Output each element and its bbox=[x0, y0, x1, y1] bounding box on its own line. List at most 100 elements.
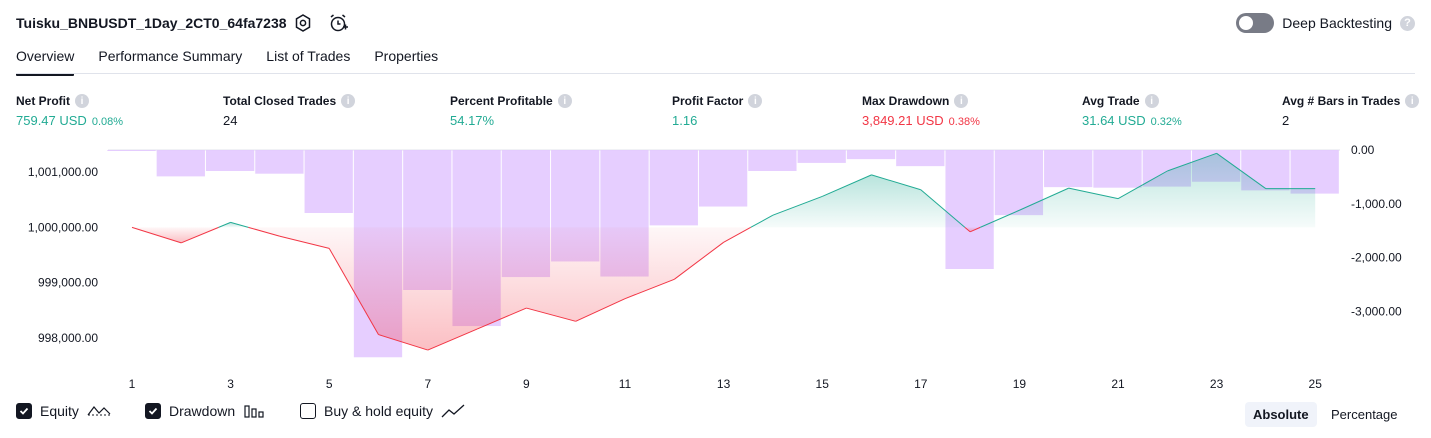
x-axis-tick-label: 3 bbox=[227, 377, 234, 391]
equity-line-segment bbox=[723, 226, 752, 243]
deep-backtesting-label: Deep Backtesting bbox=[1282, 15, 1392, 31]
x-axis-tick-label: 15 bbox=[816, 377, 830, 391]
x-axis-tick-label: 25 bbox=[1309, 377, 1323, 391]
x-axis-tick-label: 11 bbox=[619, 377, 632, 391]
info-icon[interactable]: i bbox=[1405, 94, 1420, 108]
info-icon[interactable]: i bbox=[557, 94, 572, 108]
report-tabs: Overview Performance Summary List of Tra… bbox=[16, 48, 439, 76]
info-icon[interactable]: i bbox=[1144, 94, 1159, 108]
drawdown-bar-14 bbox=[748, 150, 797, 171]
equity-line-segment bbox=[871, 174, 921, 191]
info-icon[interactable]: i bbox=[341, 94, 356, 108]
drawdown-bars-icon bbox=[244, 405, 264, 418]
equity-line-segment bbox=[131, 226, 182, 244]
drawdown-checkbox[interactable] bbox=[145, 403, 161, 419]
metric-avg-trade: Avg Trade i 31.64 USD 0.32% bbox=[1082, 94, 1182, 128]
equity-line-segment bbox=[969, 226, 981, 233]
buy-hold-checkbox[interactable] bbox=[300, 403, 316, 419]
metric-max-drawdown: Max Drawdown i 3,849.21 USD 0.38% bbox=[862, 94, 980, 128]
metric-label: Avg # Bars in Trades bbox=[1282, 94, 1401, 108]
drawdown-bar-18 bbox=[945, 150, 994, 269]
metric-net-profit: Net Profit i 759.47 USD 0.08% bbox=[16, 94, 123, 128]
drawdown-bar-13 bbox=[698, 150, 748, 207]
left-axis-tick-label: 1,001,000.00 bbox=[28, 165, 98, 179]
equity-line-segment bbox=[1167, 152, 1217, 172]
legend-equity[interactable]: Equity bbox=[16, 403, 111, 419]
left-axis-tick-label: 998,000.00 bbox=[38, 331, 98, 345]
x-axis-tick-label: 17 bbox=[914, 377, 928, 391]
metric-avg-bars-in-trades: Avg # Bars in Trades i 2 bbox=[1282, 94, 1420, 128]
metric-value: 759.47 USD bbox=[16, 113, 87, 128]
metric-value: 1.16 bbox=[672, 113, 698, 128]
x-axis-tick-label: 19 bbox=[1013, 377, 1027, 391]
metric-value: 31.64 USD bbox=[1082, 113, 1146, 128]
metric-label: Percent Profitable bbox=[450, 94, 553, 108]
info-icon[interactable]: i bbox=[954, 94, 969, 108]
metric-percent: 0.38% bbox=[948, 116, 980, 128]
equity-line-segment bbox=[575, 298, 626, 322]
drawdown-bar-25 bbox=[1290, 150, 1339, 194]
equity-checkbox[interactable] bbox=[16, 403, 32, 419]
drawdown-bar-21 bbox=[1093, 150, 1142, 188]
metric-percent-profitable: Percent Profitable i 54.17% bbox=[450, 94, 572, 128]
metric-label: Net Profit bbox=[16, 94, 70, 108]
equity-line-segment bbox=[750, 214, 774, 228]
settings-gear-icon[interactable] bbox=[292, 12, 314, 34]
x-axis-tick-label: 23 bbox=[1210, 377, 1224, 391]
drawdown-bar-16 bbox=[846, 150, 896, 160]
legend-buy-hold-equity[interactable]: Buy & hold equity bbox=[300, 403, 465, 419]
left-axis-tick-label: 1,000,000.00 bbox=[28, 220, 98, 234]
tab-list-of-trades[interactable]: List of Trades bbox=[266, 48, 351, 64]
tab-overview[interactable]: Overview bbox=[16, 48, 75, 76]
equity-area-0 bbox=[132, 227, 219, 243]
info-icon[interactable]: i bbox=[748, 94, 763, 108]
metric-profit-factor: Profit Factor i 1.16 bbox=[672, 94, 763, 128]
drawdown-bar-1 bbox=[107, 150, 156, 151]
equity-line-segment bbox=[1117, 170, 1168, 200]
x-axis-tick-label: 21 bbox=[1111, 377, 1125, 391]
tab-properties[interactable]: Properties bbox=[374, 48, 439, 64]
mode-percentage-button[interactable]: Percentage bbox=[1331, 407, 1398, 422]
equity-line-segment bbox=[1019, 187, 1069, 211]
metric-value: 2 bbox=[1282, 113, 1290, 128]
equity-area-1 bbox=[218, 222, 249, 228]
tabs-divider bbox=[16, 73, 1415, 74]
help-icon[interactable]: ? bbox=[1400, 15, 1415, 31]
equity-line-segment bbox=[1216, 152, 1267, 190]
metric-total-closed-trades: Total Closed Trades i 24 bbox=[223, 94, 356, 128]
equity-line-segment bbox=[279, 235, 330, 249]
equity-line-segment bbox=[218, 221, 231, 228]
equity-line-segment bbox=[624, 278, 675, 300]
buy-hold-line-icon bbox=[441, 404, 465, 418]
equity-line-segment bbox=[476, 307, 527, 330]
equity-area-4 bbox=[964, 227, 981, 232]
drawdown-bar-5 bbox=[304, 150, 353, 213]
metric-value: 24 bbox=[223, 113, 238, 128]
metric-label: Avg Trade bbox=[1082, 94, 1140, 108]
deep-backtesting-toggle[interactable] bbox=[1236, 13, 1275, 33]
equity-drawdown-chart[interactable]: 1,001,000.00 1,000,000.00 999,000.00 998,00… bbox=[0, 135, 1431, 395]
equity-line-segment bbox=[328, 248, 379, 335]
legend-drawdown[interactable]: Drawdown bbox=[145, 403, 265, 419]
tab-performance-summary[interactable]: Performance Summary bbox=[98, 48, 243, 64]
equity-area-5 bbox=[980, 153, 1316, 228]
equity-line-segment bbox=[181, 226, 219, 244]
info-icon[interactable]: i bbox=[75, 94, 89, 108]
right-axis-tick-label: -1,000.00 bbox=[1351, 197, 1402, 211]
drawdown-bar-2 bbox=[156, 150, 205, 177]
metric-percent: 0.32% bbox=[1150, 116, 1182, 128]
mode-absolute-button[interactable]: Absolute bbox=[1245, 402, 1317, 427]
strategy-title: Tuisku_BNBUSDT_1Day_2CT0_64fa7238 bbox=[16, 15, 287, 31]
right-axis-tick-label: -2,000.00 bbox=[1351, 251, 1402, 265]
drawdown-bar-20 bbox=[1044, 150, 1093, 188]
equity-line-segment bbox=[920, 189, 966, 228]
deep-backtesting: Deep Backtesting ? bbox=[1236, 13, 1415, 33]
legend-label: Equity bbox=[40, 403, 79, 419]
equity-line-segment bbox=[248, 226, 281, 237]
equity-line-icon bbox=[87, 406, 111, 416]
metric-percent: 0.08% bbox=[91, 116, 124, 128]
drawdown-bar-4 bbox=[255, 150, 304, 174]
add-alert-clock-icon[interactable] bbox=[327, 12, 349, 34]
equity-line-segment bbox=[1068, 187, 1119, 200]
x-axis-tick-label: 1 bbox=[129, 377, 136, 391]
